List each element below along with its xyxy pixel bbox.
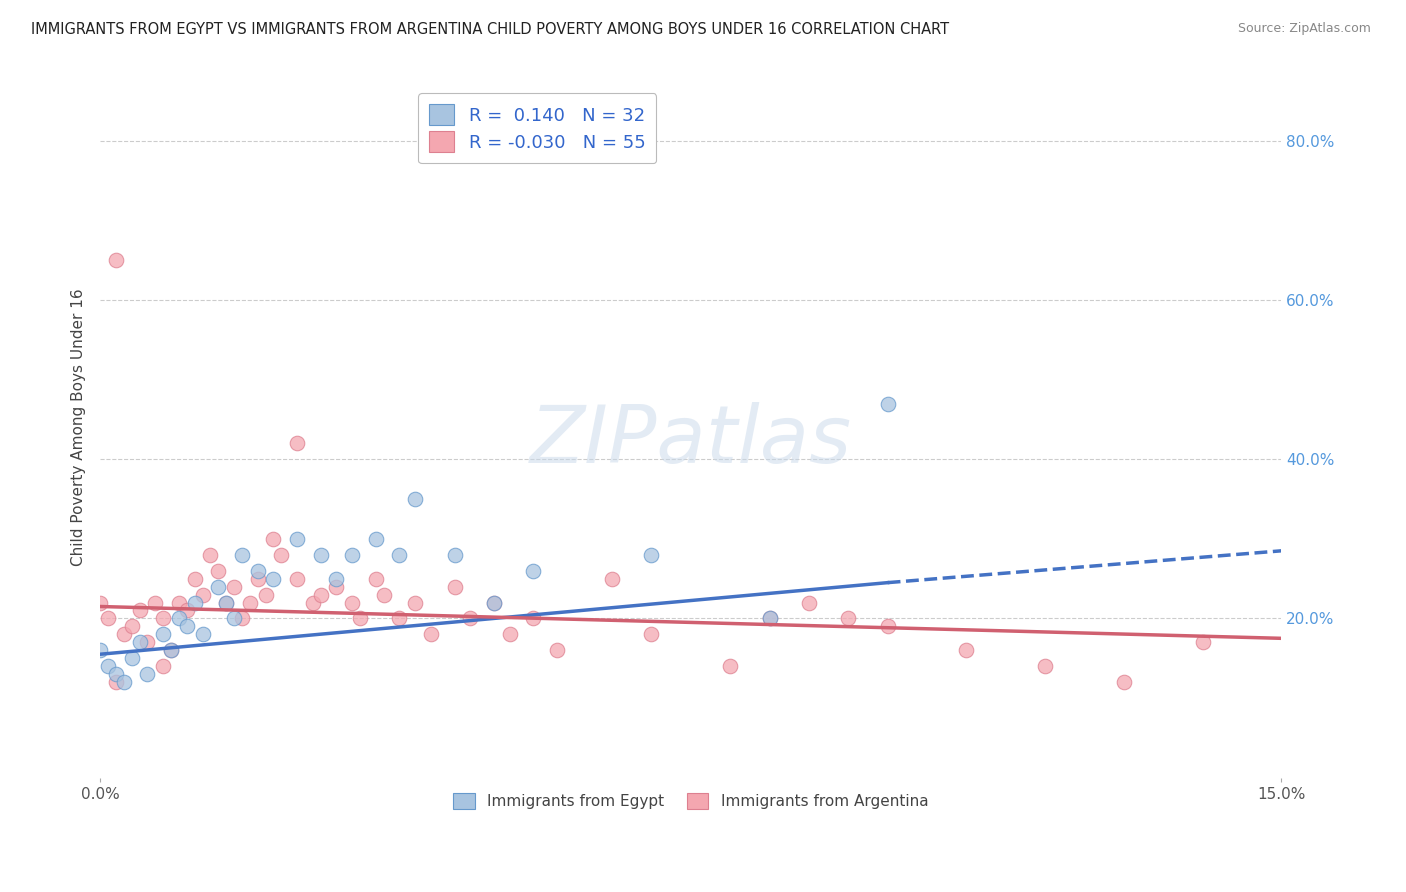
Point (1033, 659, 1056, 673)
Point (837, 611, 859, 625)
Text: IMMIGRANTS FROM EGYPT VS IMMIGRANTS FROM ARGENTINA CHILD POVERTY AMONG BOYS UNDE: IMMIGRANTS FROM EGYPT VS IMMIGRANTS FROM… (31, 22, 949, 37)
Point (176, 603, 198, 617)
Point (136, 635, 159, 649)
Point (152, 627, 174, 641)
Point (522, 564, 544, 578)
Point (373, 588, 395, 602)
Point (97, 611, 120, 625)
Point (404, 492, 426, 507)
Text: ZIPatlas: ZIPatlas (530, 402, 852, 481)
Point (215, 595, 238, 609)
Point (254, 588, 277, 602)
Point (285, 572, 308, 586)
Point (482, 595, 505, 609)
Point (419, 627, 441, 641)
Point (640, 627, 662, 641)
Point (136, 667, 159, 681)
Point (97, 659, 120, 673)
Point (262, 532, 284, 546)
Point (167, 595, 190, 609)
Point (285, 532, 308, 546)
Legend: Immigrants from Egypt, Immigrants from Argentina: Immigrants from Egypt, Immigrants from A… (447, 788, 935, 815)
Point (388, 611, 411, 625)
Point (364, 572, 387, 586)
Point (89, 643, 111, 657)
Point (718, 659, 741, 673)
Point (121, 651, 143, 665)
Point (797, 595, 820, 609)
Point (404, 595, 426, 609)
Point (183, 595, 205, 609)
Point (246, 564, 269, 578)
Point (121, 619, 143, 633)
Point (143, 595, 166, 609)
Point (160, 643, 183, 657)
Point (152, 659, 174, 673)
Point (758, 611, 780, 625)
Point (522, 611, 544, 625)
Point (388, 548, 411, 562)
Point (191, 588, 214, 602)
Point (207, 580, 229, 594)
Point (104, 667, 127, 681)
Point (112, 627, 135, 641)
Point (112, 675, 135, 690)
Point (498, 627, 520, 641)
Point (364, 532, 387, 546)
Point (325, 580, 347, 594)
Point (1112, 675, 1135, 690)
Point (640, 548, 662, 562)
Point (1191, 635, 1213, 649)
Point (222, 580, 245, 594)
Point (152, 611, 174, 625)
Point (443, 548, 465, 562)
Point (955, 643, 977, 657)
Point (600, 572, 623, 586)
Point (176, 619, 198, 633)
Point (876, 619, 898, 633)
Point (104, 675, 127, 690)
Point (167, 611, 190, 625)
Point (340, 595, 363, 609)
Point (200, 548, 222, 562)
Point (546, 643, 568, 657)
Point (104, 253, 127, 268)
Point (183, 572, 205, 586)
Point (239, 595, 262, 609)
Point (758, 611, 780, 625)
Point (262, 572, 284, 586)
Point (160, 643, 183, 657)
Point (876, 396, 898, 410)
Point (301, 595, 323, 609)
Point (231, 611, 253, 625)
Point (482, 595, 505, 609)
Point (340, 548, 363, 562)
Point (309, 548, 332, 562)
Point (128, 603, 150, 617)
Point (246, 572, 269, 586)
Point (309, 588, 332, 602)
Point (191, 627, 214, 641)
Point (443, 580, 465, 594)
Point (270, 548, 292, 562)
Point (349, 611, 371, 625)
Y-axis label: Child Poverty Among Boys Under 16: Child Poverty Among Boys Under 16 (72, 289, 86, 566)
Point (458, 611, 481, 625)
Point (215, 595, 238, 609)
Point (89, 595, 111, 609)
Point (222, 611, 245, 625)
Text: Source: ZipAtlas.com: Source: ZipAtlas.com (1237, 22, 1371, 36)
Point (285, 436, 308, 450)
Point (128, 635, 150, 649)
Point (207, 564, 229, 578)
Point (231, 548, 253, 562)
Point (325, 572, 347, 586)
